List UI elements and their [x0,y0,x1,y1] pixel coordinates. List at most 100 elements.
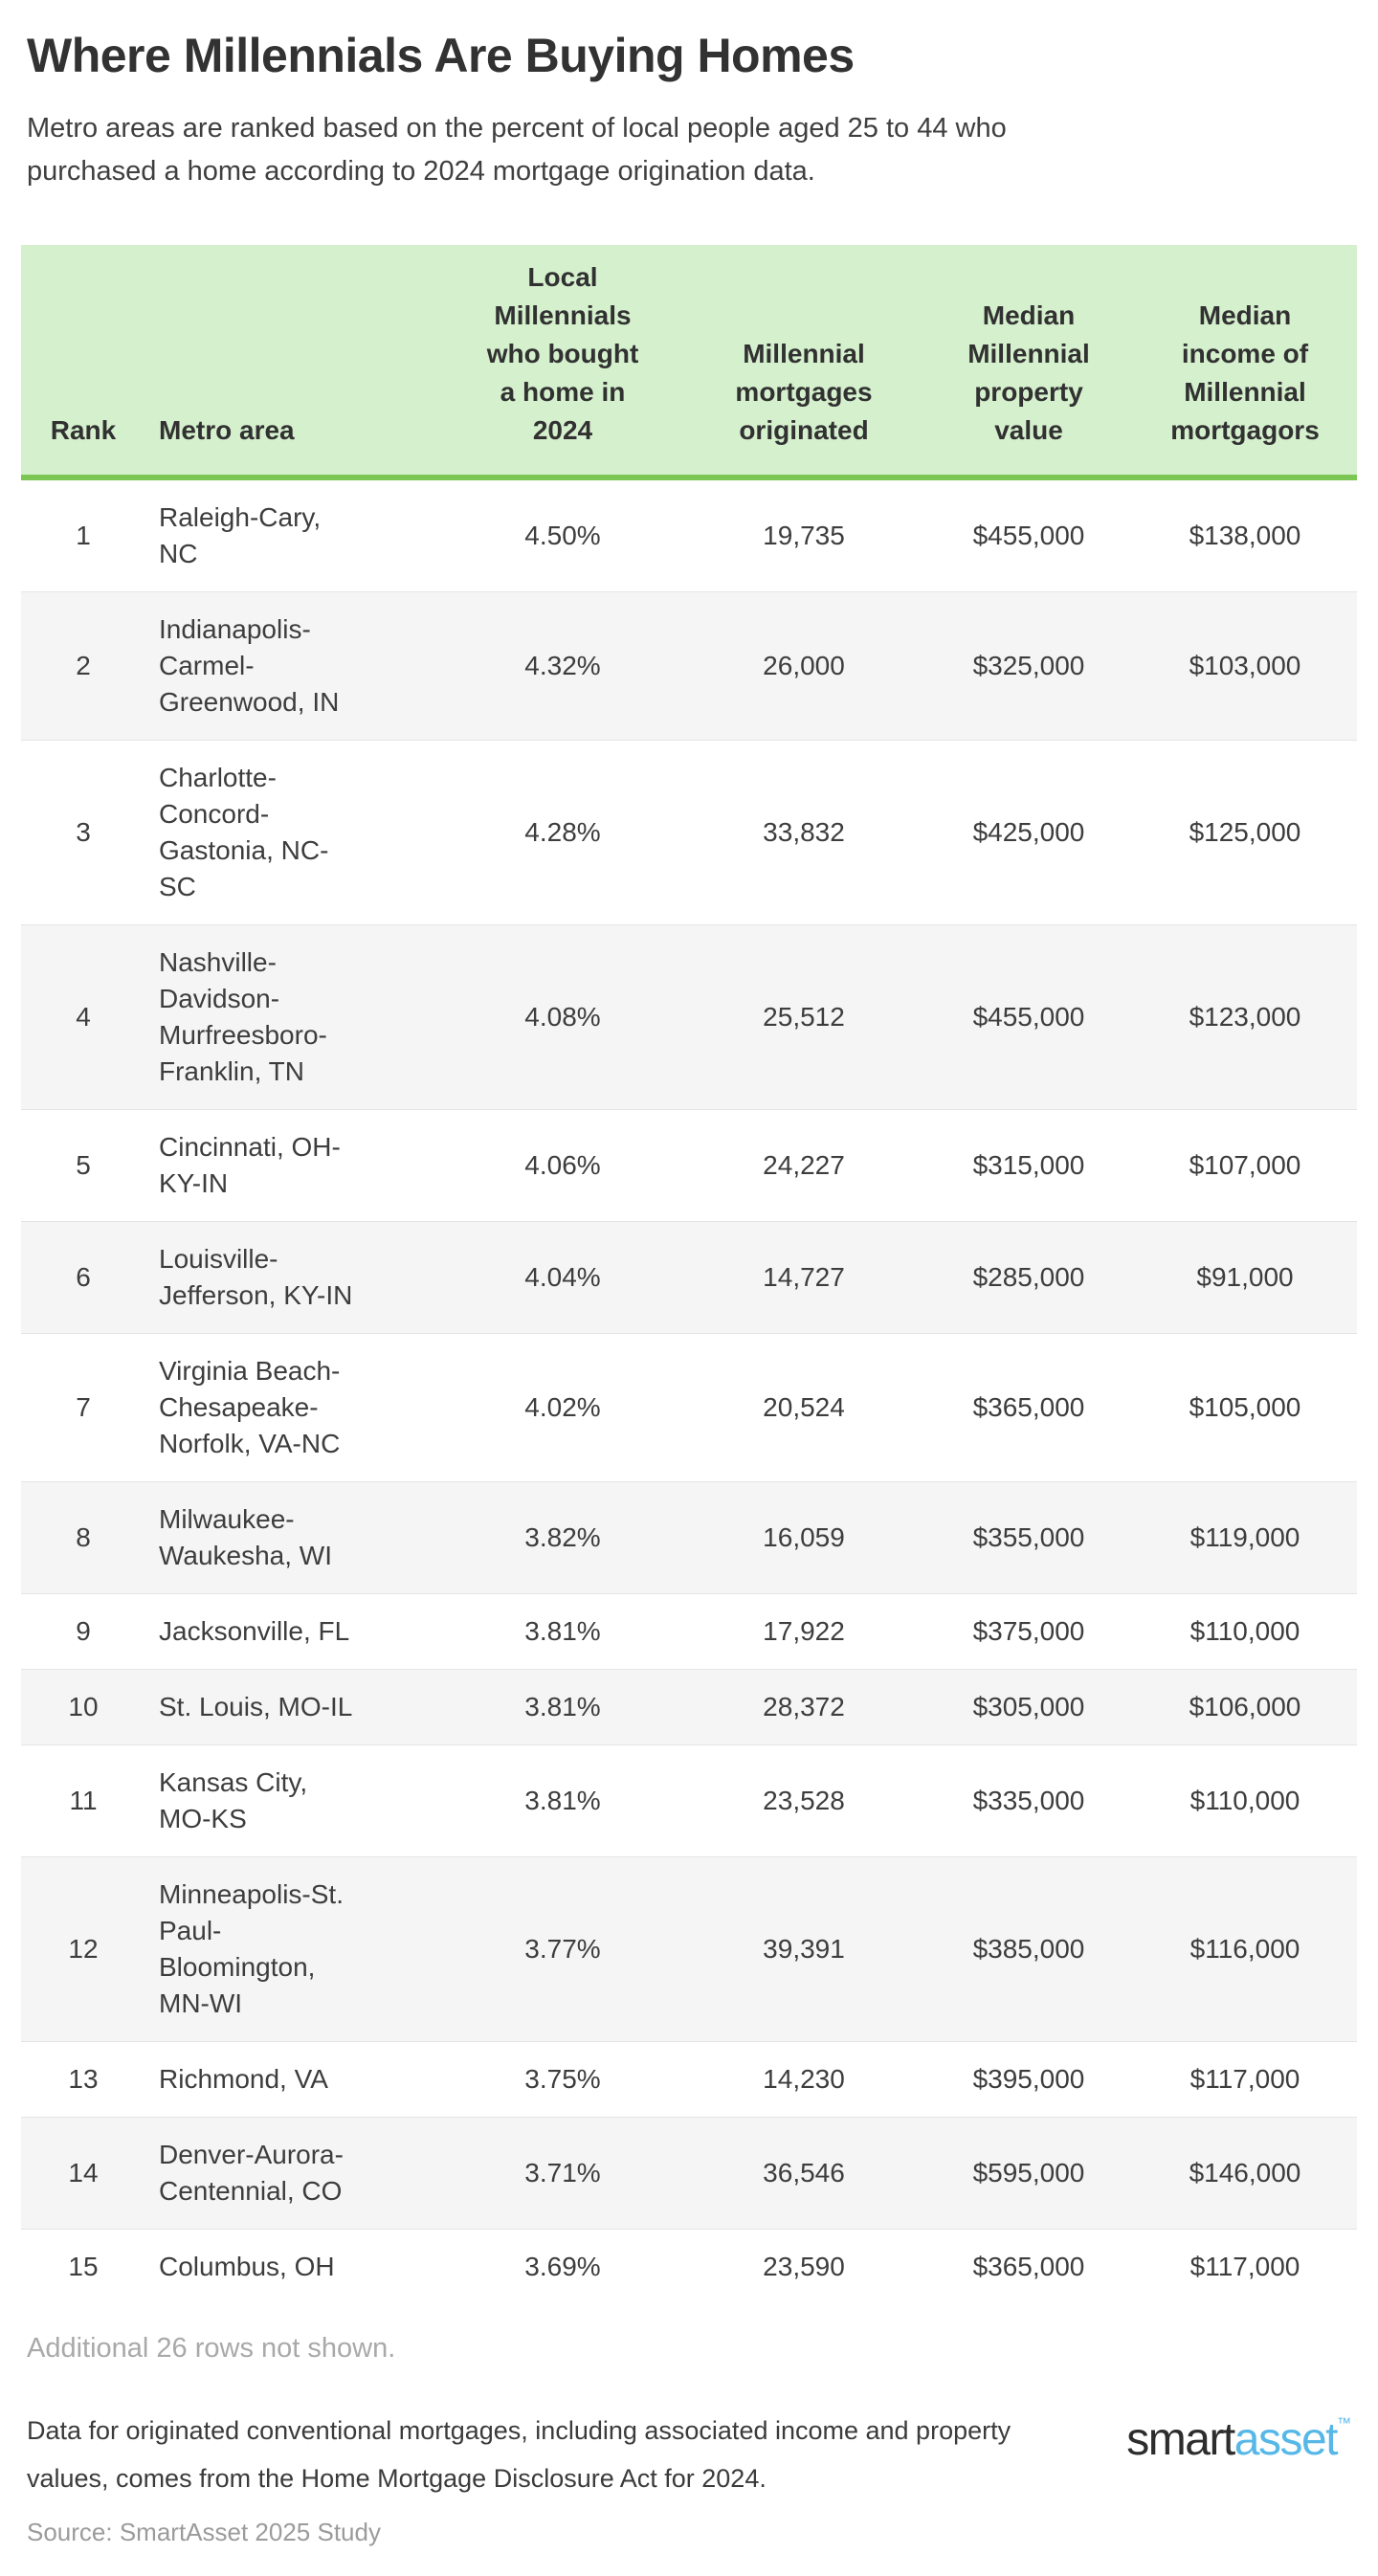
rank-cell: 6 [21,1221,145,1334]
logo-smart-text: smart [1126,2414,1235,2465]
metro-cell: Charlotte- Concord- Gastonia, NC- SC [145,740,442,925]
income-cell: $103,000 [1133,591,1357,741]
metro-cell: Jacksonville, FL [145,1593,442,1670]
mortgages-cell: 28,372 [683,1669,924,1745]
table-row: 9 Jacksonville, FL 3.81% 17,922 $375,000… [21,1593,1357,1670]
metro-cell: Nashville- Davidson- Murfreesboro- Frank… [145,924,442,1110]
column-header-mortgages: Millennial mortgages originated [683,245,924,480]
rank-cell: 5 [21,1109,145,1222]
logo-asset-text: asset [1234,2414,1339,2465]
mortgages-cell: 16,059 [683,1481,924,1594]
property-cell: $325,000 [924,591,1133,741]
source-note: Source: SmartAsset 2025 Study [27,2518,381,2546]
table-row: 14 Denver-Aurora- Centennial, CO 3.71% 3… [21,2117,1357,2230]
income-cell: $105,000 [1133,1333,1357,1482]
page-subtitle: Metro areas are ranked based on the perc… [27,113,1007,187]
property-cell: $365,000 [924,1333,1133,1482]
column-header-metro: Metro area [145,245,442,480]
rank-cell: 14 [21,2117,145,2230]
mortgages-cell: 26,000 [683,591,924,741]
rank-cell: 9 [21,1593,145,1670]
pct-cell: 4.02% [442,1333,683,1482]
property-cell: $305,000 [924,1669,1133,1745]
pct-cell: 4.28% [442,740,683,925]
table-row: 2 Indianapolis- Carmel- Greenwood, IN 4.… [21,591,1357,741]
table-row: 11 Kansas City, MO-KS 3.81% 23,528 $335,… [21,1744,1357,1857]
rank-cell: 10 [21,1669,145,1745]
pct-cell: 4.04% [442,1221,683,1334]
income-cell: $146,000 [1133,2117,1357,2230]
table-row: 3 Charlotte- Concord- Gastonia, NC- SC 4… [21,740,1357,925]
mortgages-cell: 19,735 [763,521,845,550]
pct-cell: 3.81% [442,1669,683,1745]
pct-cell: 3.71% [442,2117,683,2230]
table-row: 15 Columbus, OH 3.69% 23,590 $365,000 $1… [21,2229,1357,2304]
property-cell: $285,000 [924,1221,1133,1334]
mortgages-cell: 20,524 [683,1333,924,1482]
mortgages-cell: 24,227 [683,1109,924,1222]
rank-cell: 12 [21,1856,145,2042]
property-cell: $375,000 [924,1593,1133,1670]
pct-cell: 4.06% [442,1109,683,1222]
mortgages-cell: 17,922 [683,1593,924,1670]
table-row: 1 Raleigh-Cary, NC 4.50% 19,735 $455,000… [21,477,1357,592]
income-cell: $123,000 [1133,924,1357,1110]
mortgages-cell: 23,590 [683,2229,924,2304]
metro-cell: Richmond, VA [145,2041,442,2118]
rank-cell: 11 [21,1744,145,1857]
pct-cell: 4.50% [524,521,601,550]
table-row: 13 Richmond, VA 3.75% 14,230 $395,000 $1… [21,2041,1357,2118]
income-cell: $119,000 [1133,1481,1357,1594]
table-row: 10 St. Louis, MO-IL 3.81% 28,372 $305,00… [21,1669,1357,1745]
metro-cell: Louisville- Jefferson, KY-IN [145,1221,442,1334]
income-cell: $125,000 [1133,740,1357,925]
rank-cell: 13 [21,2041,145,2118]
additional-rows-note: Additional 26 rows not shown. [27,2333,396,2364]
income-cell: $138,000 [1189,521,1301,550]
rank-cell: 15 [21,2229,145,2304]
table-body: 1 Raleigh-Cary, NC 4.50% 19,735 $455,000… [21,477,1357,2304]
mortgages-cell: 33,832 [683,740,924,925]
mortgages-cell: 25,512 [683,924,924,1110]
mortgages-cell: 23,528 [683,1744,924,1857]
income-cell: $107,000 [1133,1109,1357,1222]
pct-cell: 3.69% [442,2229,683,2304]
pct-cell: 4.08% [442,924,683,1110]
table-row: 12 Minneapolis-St. Paul- Bloomington, MN… [21,1856,1357,2042]
rank-cell: 2 [21,591,145,741]
property-cell: $595,000 [924,2117,1133,2230]
income-cell: $110,000 [1133,1593,1357,1670]
income-cell: $116,000 [1133,1856,1357,2042]
table-row: 8 Milwaukee- Waukesha, WI 3.82% 16,059 $… [21,1481,1357,1594]
smartasset-logo: smartasset™ [1126,2416,1351,2463]
metro-cell: St. Louis, MO-IL [145,1669,442,1745]
pct-cell: 3.81% [442,1744,683,1857]
metro-cell: Milwaukee- Waukesha, WI [145,1481,442,1594]
pct-cell: 4.32% [442,591,683,741]
footer: Data for originated conventional mortgag… [21,2407,1357,2502]
page-title: Where Millennials Are Buying Homes [27,29,855,82]
rank-cell: 7 [21,1333,145,1482]
rank-cell: 1 [76,521,91,550]
column-header-pct: Local Millennials who bought a home in 2… [442,245,683,480]
mortgages-cell: 14,230 [683,2041,924,2118]
property-cell: $385,000 [924,1856,1133,2042]
rank-cell: 8 [21,1481,145,1594]
rank-cell: 4 [21,924,145,1110]
pct-cell: 3.77% [442,1856,683,2042]
metro-cell: Minneapolis-St. Paul- Bloomington, MN-WI [145,1856,442,2042]
table-header-row: Rank Metro area Local Millennials who bo… [21,245,1357,480]
income-cell: $117,000 [1133,2041,1357,2118]
table-row: 5 Cincinnati, OH- KY-IN 4.06% 24,227 $31… [21,1109,1357,1222]
mortgages-cell: 39,391 [683,1856,924,2042]
income-cell: $106,000 [1133,1669,1357,1745]
rank-cell: 3 [21,740,145,925]
property-cell: $395,000 [924,2041,1133,2118]
property-cell: $365,000 [924,2229,1133,2304]
property-cell: $455,000 [924,924,1133,1110]
metro-cell: Indianapolis- Carmel- Greenwood, IN [145,591,442,741]
metro-cell: Cincinnati, OH- KY-IN [145,1109,442,1222]
income-cell: $91,000 [1133,1221,1357,1334]
metro-cell: Columbus, OH [145,2229,442,2304]
